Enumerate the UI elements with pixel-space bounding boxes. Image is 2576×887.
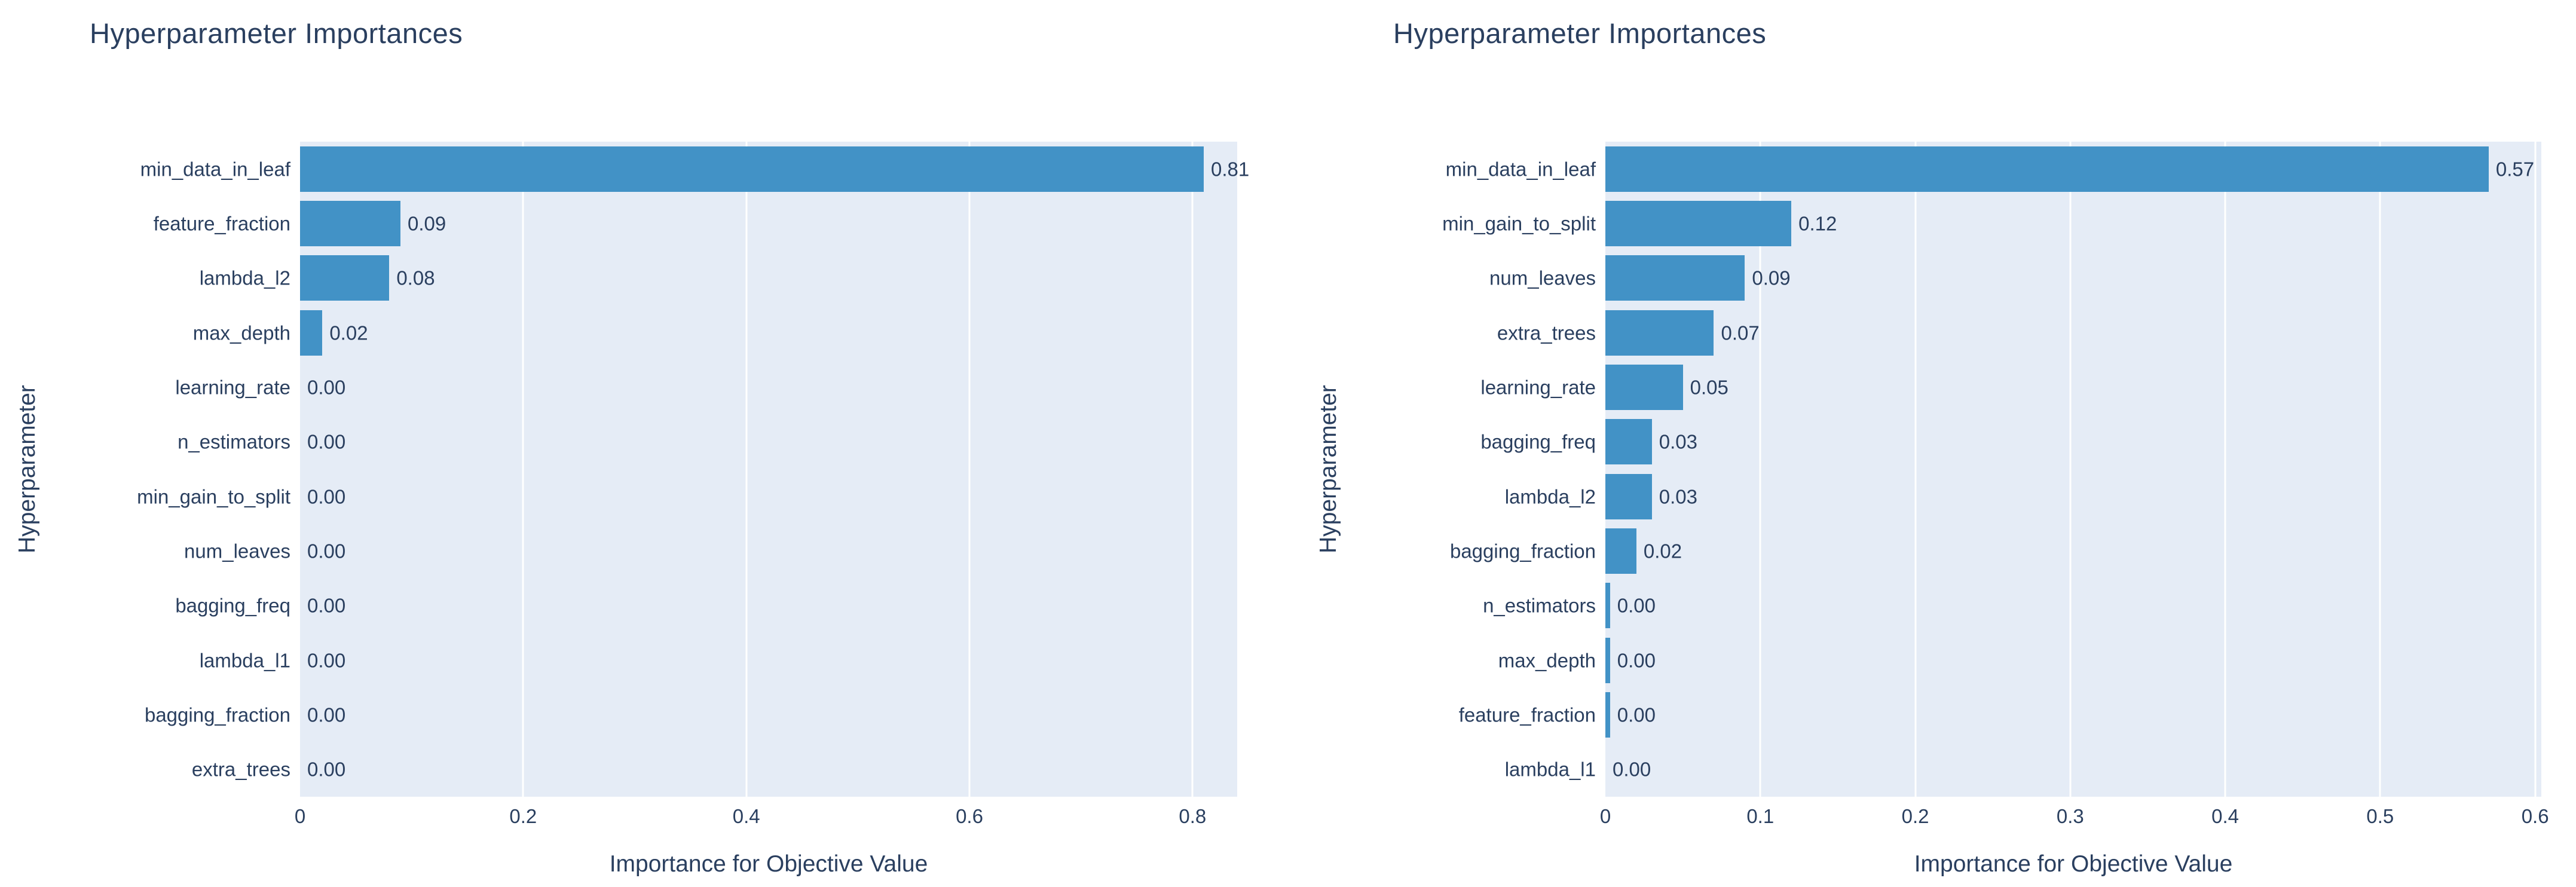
- category-label: extra_trees: [191, 758, 290, 781]
- category-label: max_depth: [192, 322, 290, 344]
- gridline: [522, 142, 524, 797]
- category-label: num_leaves: [184, 540, 290, 562]
- bar-value-label: 0.08: [396, 267, 435, 289]
- category-label: n_estimators: [178, 430, 290, 453]
- importance-bar[interactable]: [1605, 146, 2489, 192]
- gridline: [1759, 142, 1761, 797]
- importance-bar[interactable]: [300, 146, 1204, 192]
- bar-value-label: 0.00: [307, 485, 346, 508]
- importance-bar[interactable]: [1605, 473, 1652, 519]
- bar-value-label: 0.81: [1211, 158, 1250, 181]
- bar-value-label: 0.00: [307, 704, 346, 726]
- importance-chart-left: Hyperparameter Importances Hyperparamete…: [0, 17, 1249, 877]
- bar-value-label: 0.02: [1643, 540, 1682, 562]
- category-label: lambda_l1: [1504, 758, 1596, 781]
- category-label: extra_trees: [1497, 322, 1596, 344]
- gridline: [2379, 142, 2381, 797]
- category-label: n_estimators: [1483, 594, 1596, 617]
- category-label: max_depth: [1498, 649, 1596, 672]
- bar-value-label: 0.00: [1617, 594, 1656, 617]
- y-axis-category-labels: min_data_in_leaf feature_fraction lambda_l…: [0, 142, 290, 797]
- x-tick-label: 0.5: [2366, 805, 2394, 827]
- bar-value-label: 0.00: [307, 649, 346, 672]
- gridline: [2069, 142, 2072, 797]
- category-label: learning_rate: [175, 376, 290, 399]
- x-axis-tick-labels: 0 0.2 0.4 0.6 0.8: [295, 805, 1237, 833]
- gridline: [1914, 142, 1917, 797]
- importance-bar[interactable]: [1605, 583, 1610, 629]
- bar-value-label: 0.12: [1798, 212, 1837, 235]
- gridline: [2224, 142, 2226, 797]
- x-tick-label: 0.3: [2056, 805, 2084, 827]
- category-label: feature_fraction: [1458, 704, 1596, 726]
- x-tick-label: 0.6: [956, 805, 983, 827]
- gridline: [745, 142, 748, 797]
- bar-value-label: 0.07: [1721, 322, 1760, 344]
- bar-value-label: 0.57: [2495, 158, 2535, 181]
- importance-bar[interactable]: [1605, 692, 1610, 738]
- x-axis-title: Importance for Objective Value: [1914, 851, 2233, 877]
- bar-value-label: 0.00: [307, 540, 346, 562]
- x-tick-label: 0.2: [509, 805, 537, 827]
- y-axis-category-labels: min_data_in_leaf min_gain_to_split num_lea…: [1288, 142, 1596, 797]
- x-axis-tick-labels: 0 0.1 0.2 0.3 0.4 0.5 0.6: [1600, 805, 2549, 833]
- bar-value-label: 0.00: [1613, 758, 1651, 781]
- bar-value-label: 0.03: [1659, 430, 1698, 453]
- x-tick-label: 0: [1599, 805, 1611, 827]
- bar-value-label: 0.00: [307, 376, 346, 399]
- importance-bar[interactable]: [1605, 637, 1610, 683]
- category-label: min_gain_to_split: [1442, 212, 1596, 235]
- category-label: bagging_freq: [1480, 430, 1596, 453]
- category-label: bagging_freq: [175, 594, 290, 617]
- importance-chart-right: Hyperparameter Importances Hyperparamete…: [1288, 0, 2576, 887]
- category-label: bagging_fraction: [144, 704, 290, 726]
- x-tick-label: 0.8: [1179, 805, 1207, 827]
- gridline: [1191, 142, 1194, 797]
- plot-area: 0.57 0.12 0.09 0.07 0.05 0.03 0.03 0.02 0.00 0.00…: [1605, 142, 2541, 797]
- bar-value-label: 0.03: [1659, 485, 1698, 508]
- category-label: min_data_in_leaf: [140, 158, 290, 181]
- x-axis-title: Importance for Objective Value: [609, 851, 928, 877]
- importance-bar[interactable]: [1605, 201, 1792, 246]
- bar-value-label: 0.02: [329, 322, 368, 344]
- bar-value-label: 0.00: [1617, 649, 1656, 672]
- category-label: min_gain_to_split: [137, 485, 290, 508]
- x-tick-label: 0.4: [732, 805, 760, 827]
- category-label: min_data_in_leaf: [1445, 158, 1596, 181]
- x-tick-label: 0: [294, 805, 306, 827]
- category-label: lambda_l2: [199, 267, 290, 289]
- importance-bar[interactable]: [1605, 365, 1683, 410]
- category-label: lambda_l2: [1504, 485, 1596, 508]
- importance-bar[interactable]: [300, 310, 323, 356]
- gridline: [2534, 142, 2537, 797]
- importance-bar[interactable]: [1605, 528, 1636, 574]
- chart-title: Hyperparameter Importances: [1393, 17, 1767, 49]
- importance-bar[interactable]: [1605, 419, 1652, 465]
- importance-bar[interactable]: [300, 201, 400, 246]
- chart-title: Hyperparameter Importances: [90, 17, 463, 49]
- bar-value-label: 0.05: [1690, 376, 1728, 399]
- x-tick-label: 0.2: [1901, 805, 1929, 827]
- bar-value-label: 0.00: [307, 430, 346, 453]
- plot-area: 0.81 0.09 0.08 0.02 0.00 0.00 0.00 0.00 0.00 0.00…: [300, 142, 1249, 797]
- importance-bar[interactable]: [300, 255, 390, 301]
- category-label: bagging_fraction: [1449, 540, 1596, 562]
- bar-value-label: 0.00: [307, 594, 346, 617]
- category-label: learning_rate: [1480, 376, 1596, 399]
- x-tick-label: 0.1: [1746, 805, 1775, 827]
- bar-value-label: 0.00: [1617, 704, 1656, 726]
- x-tick-label: 0.6: [2521, 805, 2549, 827]
- category-label: lambda_l1: [199, 649, 290, 672]
- gridline: [968, 142, 971, 797]
- bar-value-label: 0.00: [307, 758, 346, 781]
- importance-bar[interactable]: [1605, 255, 1745, 301]
- x-tick-label: 0.4: [2211, 805, 2240, 827]
- importance-bar[interactable]: [1605, 310, 1714, 356]
- bar-value-label: 0.09: [408, 212, 446, 235]
- category-label: feature_fraction: [153, 212, 290, 235]
- bar-value-label: 0.09: [1752, 267, 1791, 289]
- category-label: num_leaves: [1489, 267, 1596, 289]
